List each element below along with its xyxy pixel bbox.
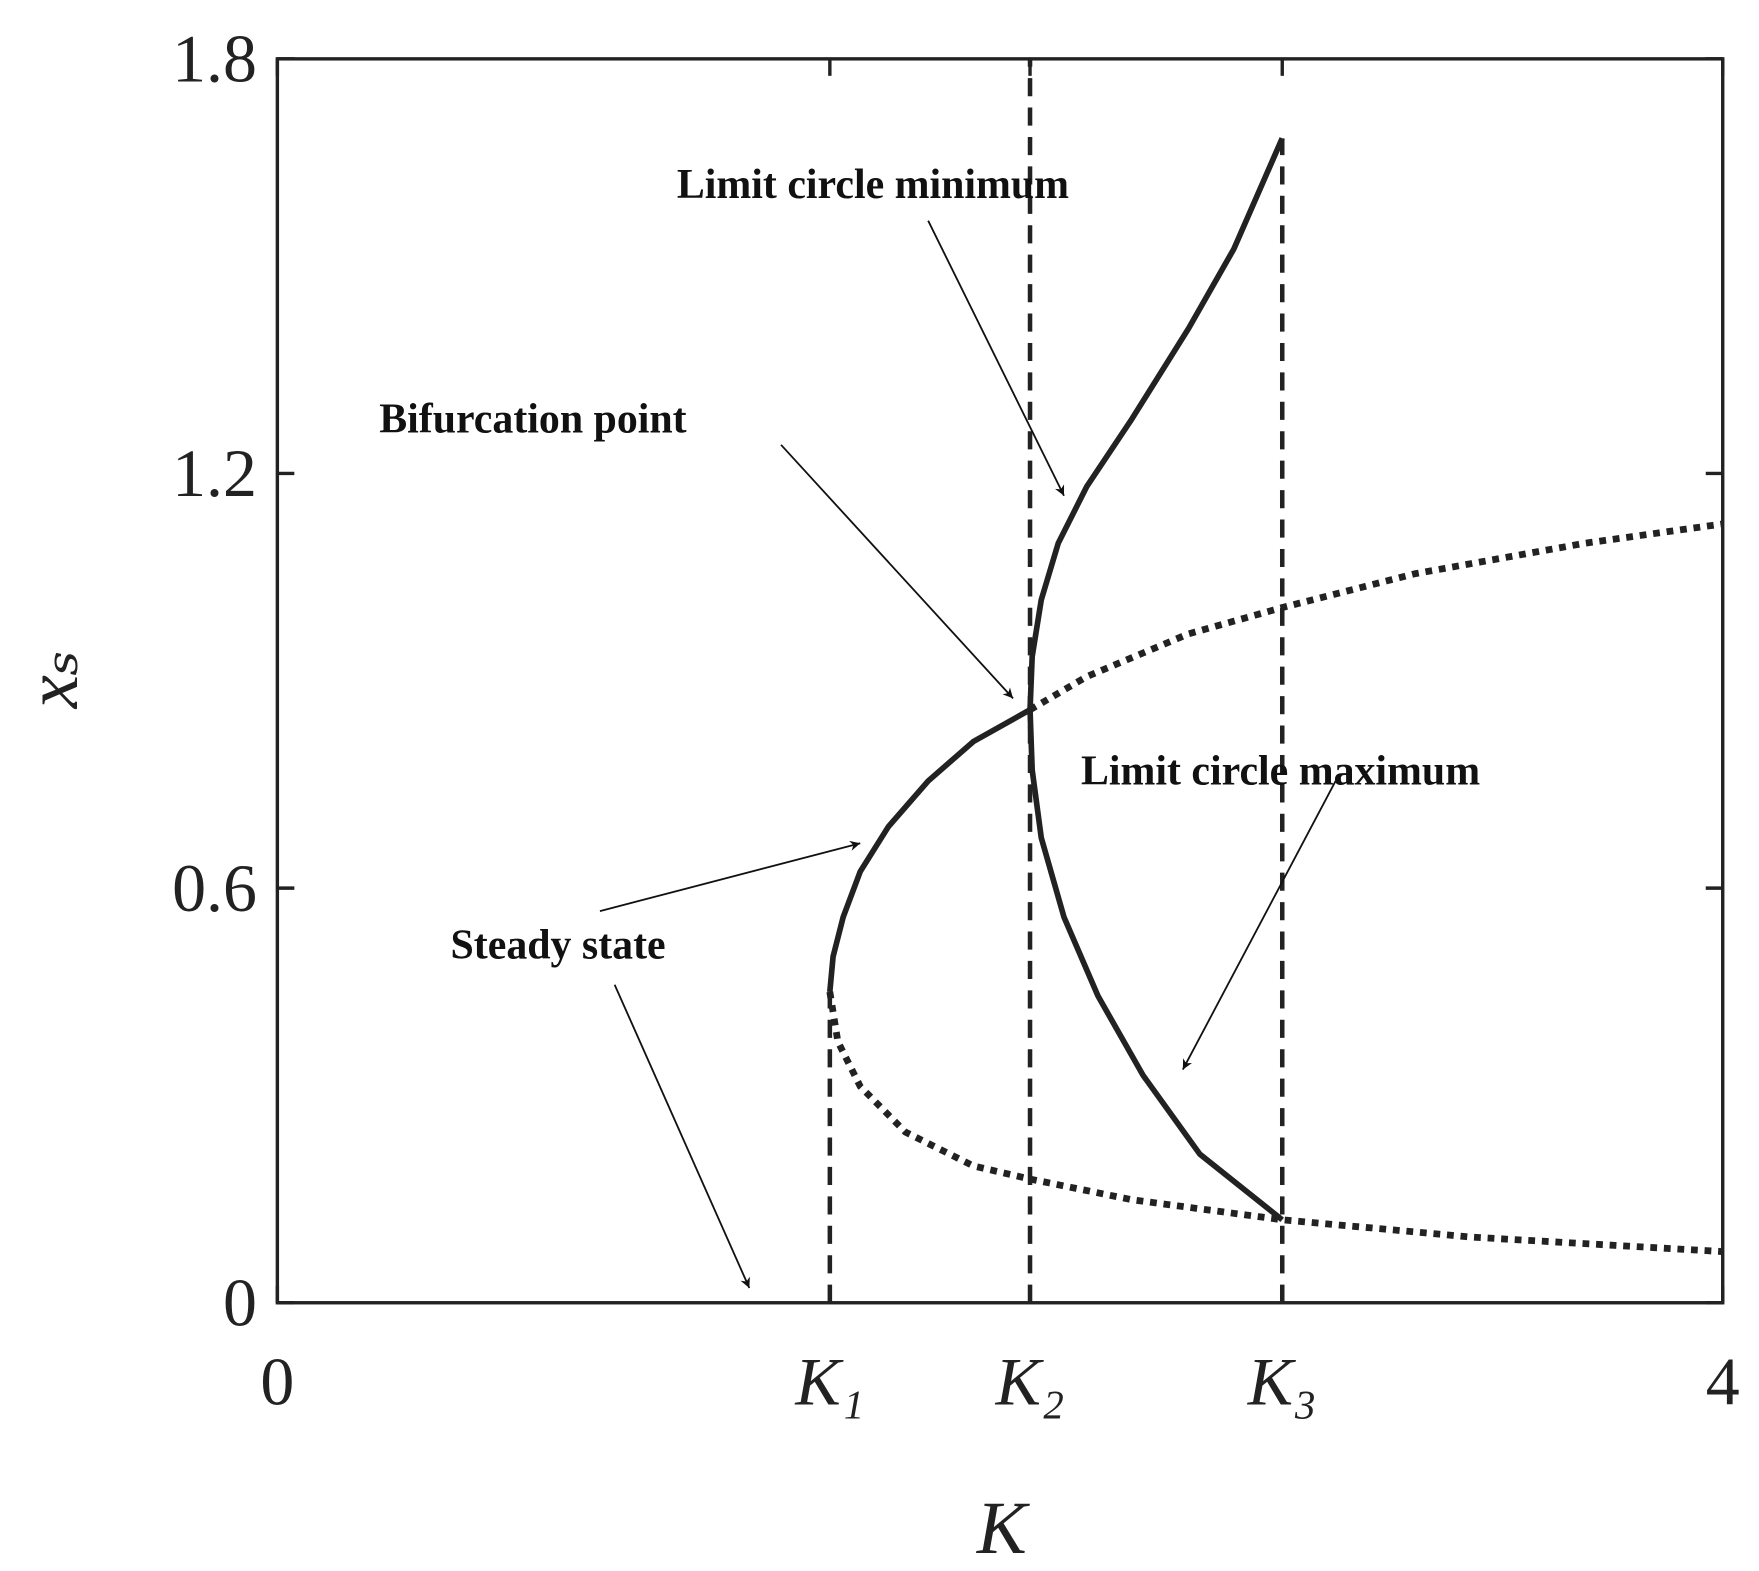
annotation-arrow xyxy=(1182,780,1337,1071)
x-tick-label: K₁ xyxy=(794,1344,864,1420)
annotation-arrow xyxy=(613,984,751,1289)
x-axis-label: K xyxy=(976,1487,1031,1570)
y-tick-label: 1.8 xyxy=(172,20,257,96)
y-tick-label: 0 xyxy=(223,1264,257,1340)
x-tick-label: K₂ xyxy=(995,1344,1065,1420)
curve xyxy=(1027,709,1284,1223)
plot-frame xyxy=(275,57,1725,1305)
annotation: Bifurcation point xyxy=(379,396,686,442)
y-tick-label: 0.6 xyxy=(172,850,257,926)
annotation-arrow xyxy=(927,220,1065,497)
annotation: Limit circle minimum xyxy=(677,162,1069,208)
annotation: Limit circle maximum xyxy=(1081,748,1480,794)
curve xyxy=(826,707,1032,993)
y-tick-label: 1.2 xyxy=(172,435,257,511)
y-axis-label: xₛ xyxy=(11,650,94,709)
annotation: Steady state xyxy=(451,923,666,969)
annotation-arrow xyxy=(599,840,861,913)
x-tick-label: 0 xyxy=(260,1344,294,1420)
x-tick-label: K₃ xyxy=(1247,1344,1317,1420)
x-tick-label: 4 xyxy=(1706,1344,1740,1420)
annotation-arrow xyxy=(780,444,1014,699)
curve xyxy=(1028,520,1724,713)
curve xyxy=(1027,137,1285,710)
